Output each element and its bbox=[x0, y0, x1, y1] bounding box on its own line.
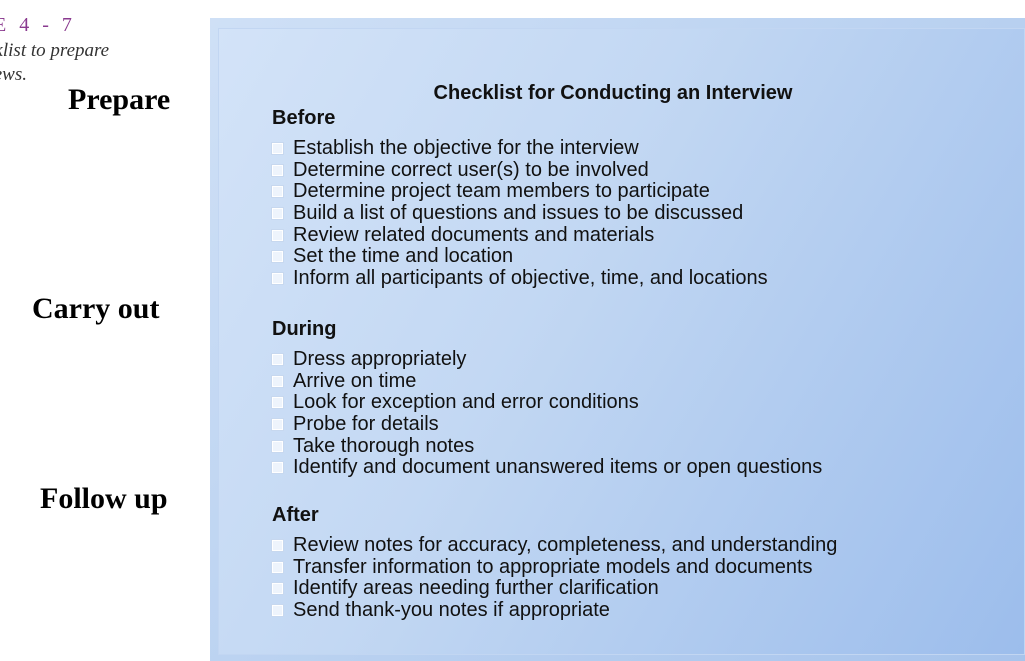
checklist-item-text: Determine project team members to partic… bbox=[293, 180, 710, 203]
phase-label-follow-up: Follow up bbox=[40, 482, 168, 515]
checkbox-icon bbox=[272, 143, 283, 155]
checklist-after: Review notes for accuracy, completeness,… bbox=[272, 535, 837, 621]
checkbox-icon bbox=[272, 375, 283, 387]
checklist-item: Inform all participants of objective, ti… bbox=[272, 266, 768, 290]
figure-caption-line-2: views. bbox=[0, 64, 27, 85]
checklist-item-text: Inform all participants of objective, ti… bbox=[293, 266, 768, 289]
checklist-item: Take thorough notes bbox=[272, 435, 822, 457]
checkbox-icon bbox=[272, 440, 283, 452]
checklist-before: Establish the objective for the intervie… bbox=[272, 138, 768, 289]
checklist-item-text: Build a list of questions and issues to … bbox=[293, 202, 744, 225]
checkbox-icon bbox=[272, 251, 283, 263]
checklist-item-text: Establish the objective for the intervie… bbox=[293, 137, 639, 160]
checkbox-icon bbox=[272, 419, 283, 431]
checklist-item-text: Review related documents and materials bbox=[293, 223, 655, 246]
checklist-item-text: Look for exception and error conditions bbox=[293, 391, 639, 414]
checklist-item: Review notes for accuracy, completeness,… bbox=[272, 535, 837, 557]
figure-caption-line-1: cklist to prepare bbox=[0, 40, 110, 61]
figure-number-dash: - bbox=[42, 14, 50, 36]
checkbox-icon bbox=[272, 462, 283, 474]
checklist-item: Identify and document unanswered items o… bbox=[272, 457, 822, 479]
checklist-item-text: Determine correct user(s) to be involved bbox=[293, 158, 649, 181]
checklist-item: Identify areas needing further clarifica… bbox=[272, 578, 837, 600]
phase-label-prepare: Prepare bbox=[68, 83, 171, 116]
checkbox-icon bbox=[272, 561, 283, 573]
checklist-item: Build a list of questions and issues to … bbox=[272, 203, 768, 225]
checklist-item-text: Transfer information to appropriate mode… bbox=[293, 555, 813, 578]
checklist-item-text: Dress appropriately bbox=[293, 348, 467, 371]
phase-label-carry-out: Carry out bbox=[32, 292, 160, 325]
checkbox-icon bbox=[272, 583, 283, 595]
checkbox-icon bbox=[272, 164, 283, 176]
checkbox-icon bbox=[272, 540, 283, 552]
checkbox-icon bbox=[272, 272, 283, 284]
checklist-item-text: Arrive on time bbox=[293, 369, 417, 392]
section-heading-after: After bbox=[272, 504, 319, 526]
checklist-item-text: Identify areas needing further clarifica… bbox=[293, 577, 659, 600]
checklist-item: Transfer information to appropriate mode… bbox=[272, 555, 837, 579]
section-heading-before: Before bbox=[272, 107, 336, 129]
checklist-title: Checklist for Conducting an Interview bbox=[433, 82, 793, 104]
section-after: After Review notes for accuracy, complet… bbox=[272, 503, 837, 621]
checklist-item-text: Identify and document unanswered items o… bbox=[293, 456, 823, 479]
checklist-panel: Checklist for Conducting an Interview Be… bbox=[210, 18, 1025, 661]
checklist-item: Probe for details bbox=[272, 414, 822, 436]
section-heading-during: During bbox=[272, 318, 337, 340]
checklist-item: Establish the objective for the intervie… bbox=[272, 138, 768, 160]
figure-caption: E 4 - 7 cklist to prepare views. bbox=[0, 12, 109, 88]
checklist-item: Determine correct user(s) to be involved bbox=[272, 158, 768, 182]
checklist-item: Look for exception and error conditions bbox=[272, 392, 822, 414]
checklist-item-text: Set the time and location bbox=[293, 245, 514, 268]
checklist-item: Dress appropriately bbox=[272, 349, 822, 371]
checklist-item: Set the time and location bbox=[272, 246, 768, 268]
checklist-item-text: Review notes for accuracy, completeness,… bbox=[293, 534, 838, 557]
checkbox-icon bbox=[272, 605, 283, 617]
checklist-item-text: Probe for details bbox=[293, 413, 439, 436]
section-before: Before Establish the objective for the i… bbox=[272, 106, 768, 289]
section-during: During Dress appropriately Arrive on tim… bbox=[272, 317, 822, 479]
checklist-item-text: Send thank-you notes if appropriate bbox=[293, 599, 610, 622]
figure-number: E 4 - 7 bbox=[0, 12, 109, 38]
figure-number-letter: E bbox=[0, 14, 8, 36]
checkbox-icon bbox=[272, 397, 283, 409]
figure-number-index: 7 bbox=[61, 14, 73, 36]
checklist-item: Review related documents and materials bbox=[272, 224, 768, 246]
checklist-item: Arrive on time bbox=[272, 369, 822, 393]
checkbox-icon bbox=[272, 354, 283, 366]
checklist-during: Dress appropriately Arrive on time Look … bbox=[272, 349, 822, 479]
checkbox-icon bbox=[272, 208, 283, 220]
checklist-item: Send thank-you notes if appropriate bbox=[272, 600, 837, 622]
checklist-item: Determine project team members to partic… bbox=[272, 181, 768, 203]
checklist-item-text: Take thorough notes bbox=[293, 434, 475, 457]
checkbox-icon bbox=[272, 186, 283, 198]
checkbox-icon bbox=[272, 229, 283, 241]
checklist-panel-inner: Checklist for Conducting an Interview Be… bbox=[218, 28, 1025, 655]
figure-number-chapter: 4 bbox=[19, 14, 31, 36]
